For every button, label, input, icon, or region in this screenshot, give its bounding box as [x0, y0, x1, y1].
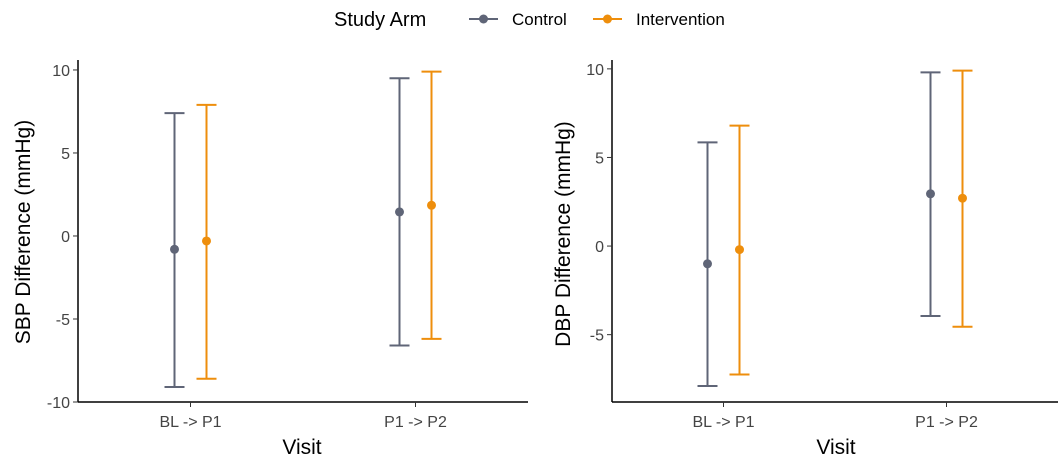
legend-label-control: Control: [512, 10, 567, 29]
sbp-y-tick-label-4: 10: [52, 63, 70, 80]
dbp-y-tick-label-0: -5: [590, 328, 604, 345]
legend: Study Arm Control Intervention: [334, 9, 725, 31]
sbp-x-axis-title: Visit: [282, 436, 321, 459]
sbp-control-1-point: [395, 207, 404, 217]
legend-title: Study Arm: [334, 9, 426, 31]
dbp-chart: -5 0 5 10 BL -> P1 P1 -> P2 DBP Difference (m…: [552, 60, 1058, 459]
sbp-axes: -10 -5 0 5 10 BL -> P1 P1 -> P2: [47, 60, 528, 431]
sbp-chart: -10 -5 0 5 10 BL -> P1 P1 -> P2 SBP Difference…: [12, 60, 528, 459]
sbp-marks: [164, 70, 442, 389]
dbp-y-axis-title: DBP Difference (mmHg): [552, 121, 575, 347]
dbp-x-tick-label-0: BL -> P1: [692, 414, 754, 431]
sbp-y-tick-label-0: -10: [47, 395, 70, 412]
dbp-y-tick-label-1: 0: [595, 239, 604, 256]
sbp-y-tick-label-3: 5: [61, 146, 70, 163]
legend-key-intervention-point: [603, 14, 612, 24]
sbp-y-axis-title: SBP Difference (mmHg): [12, 120, 35, 344]
dbp-marks: [697, 69, 973, 388]
dbp-x-tick-label-1: P1 -> P2: [915, 414, 978, 431]
legend-item-control: Control: [469, 10, 567, 29]
sbp-y-tick-label-1: -5: [56, 312, 70, 329]
legend-key-control-point: [479, 14, 488, 24]
dbp-axes: -5 0 5 10 BL -> P1 P1 -> P2: [586, 60, 1058, 431]
dbp-control-1-point: [926, 189, 935, 199]
sbp-x-tick-label-0: BL -> P1: [159, 414, 221, 431]
sbp-intervention-1-point: [427, 200, 436, 210]
legend-label-intervention: Intervention: [636, 10, 725, 29]
sbp-control-0-point: [170, 244, 179, 254]
legend-item-intervention: Intervention: [593, 10, 725, 29]
dbp-intervention-0-point: [735, 245, 744, 255]
dbp-x-axis-title: Visit: [816, 436, 855, 459]
sbp-intervention-0-point: [202, 236, 211, 246]
dbp-control-0-point: [703, 259, 712, 269]
sbp-x-tick-label-1: P1 -> P2: [384, 414, 447, 431]
dbp-y-tick-label-2: 5: [595, 150, 604, 167]
dbp-y-tick-label-3: 10: [586, 62, 604, 79]
sbp-y-tick-label-2: 0: [61, 229, 70, 246]
dbp-intervention-1-point: [958, 193, 967, 203]
